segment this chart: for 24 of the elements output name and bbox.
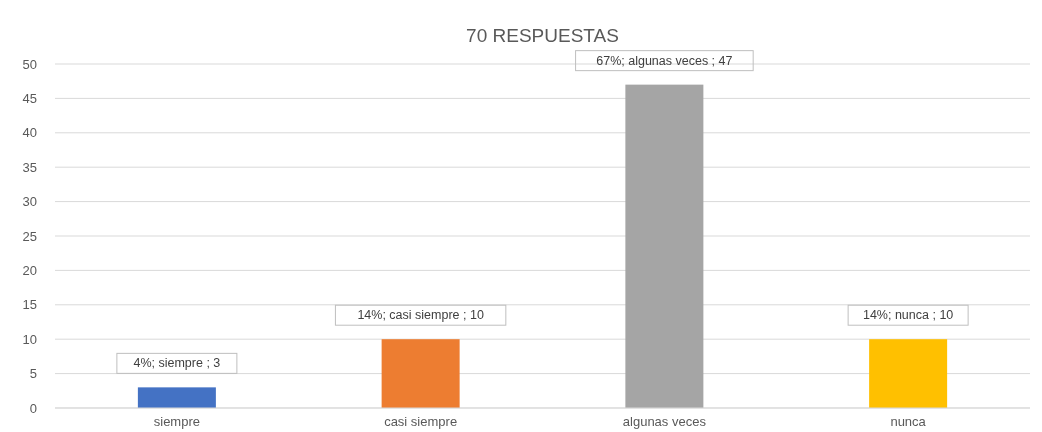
y-tick-label: 35 (22, 159, 37, 175)
y-tick-label: 15 (22, 297, 37, 313)
x-tick-label: algunas veces (622, 414, 707, 429)
y-tick-label: 30 (22, 194, 37, 210)
bar (381, 339, 460, 408)
y-tick-label: 50 (22, 56, 37, 72)
x-tick-label: siempre (153, 414, 200, 429)
bar (869, 339, 948, 408)
x-tick-label: nunca (890, 414, 927, 429)
data-label: 4%; siempre ; 3 (133, 356, 221, 371)
y-tick-label: 10 (22, 331, 37, 347)
y-tick-label: 40 (22, 125, 37, 141)
bar (137, 387, 216, 408)
chart-title: 70 RESPUESTAS (466, 25, 619, 46)
x-tick-label: casi siempre (384, 414, 458, 429)
y-tick-label: 5 (29, 366, 37, 382)
y-tick-label: 20 (22, 262, 37, 278)
y-tick-label: 0 (29, 400, 37, 416)
data-label: 14%; casi siempre ; 10 (357, 308, 484, 323)
bar (625, 84, 704, 408)
data-label: 67%; algunas veces ; 47 (596, 53, 733, 68)
y-tick-label: 45 (22, 90, 37, 106)
y-tick-label: 25 (22, 228, 37, 244)
data-label: 14%; nunca ; 10 (862, 308, 954, 323)
